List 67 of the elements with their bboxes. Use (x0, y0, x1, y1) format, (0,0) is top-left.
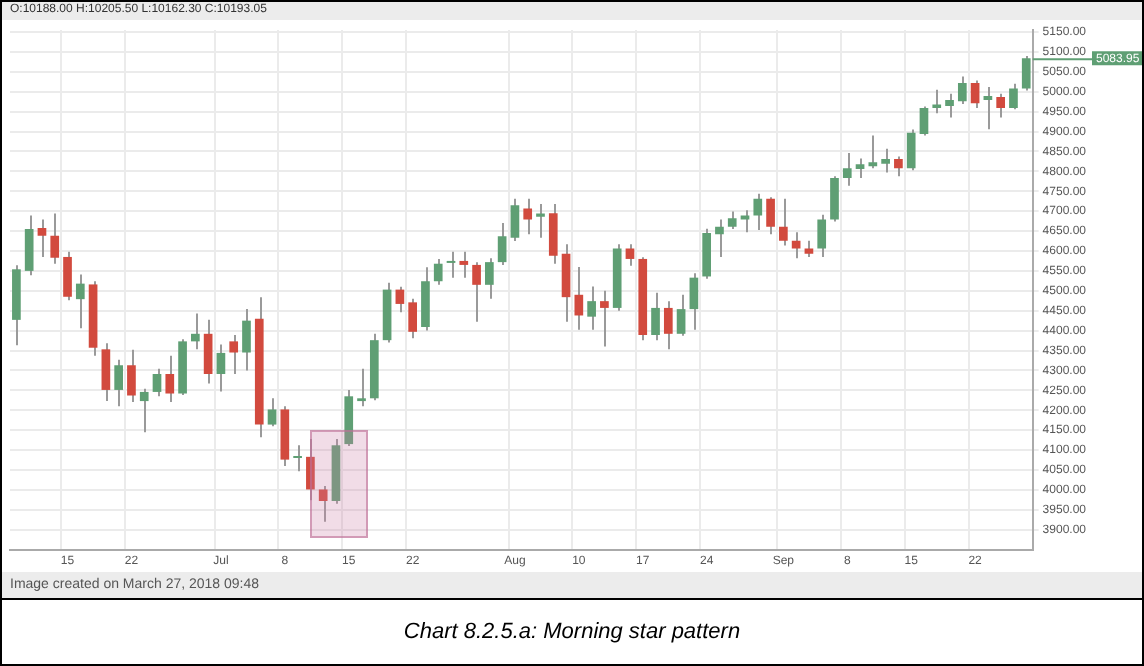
candlestick (523, 197, 533, 236)
candlestick (663, 300, 673, 351)
candlestick (203, 318, 213, 385)
candlestick (740, 209, 750, 234)
candlestick (357, 367, 366, 408)
candlestick (101, 342, 111, 403)
candlestick (50, 212, 60, 265)
candlestick (127, 348, 136, 403)
candlestick (293, 444, 302, 473)
candlestick (881, 147, 890, 174)
candlestick (75, 273, 85, 330)
candlestick (242, 308, 251, 372)
candlestick (906, 128, 916, 172)
candlestick (689, 272, 699, 331)
candlestick (344, 388, 354, 448)
candlestick (791, 231, 801, 260)
candlestick (165, 354, 175, 403)
candlestick (587, 285, 596, 331)
candlestick (548, 203, 558, 265)
candlestick (510, 197, 520, 243)
candlestick (472, 261, 481, 323)
candlestick (152, 367, 162, 398)
candlestick (676, 293, 686, 337)
candlestick (318, 484, 328, 523)
candlestick (970, 79, 980, 110)
candlestick (574, 265, 584, 331)
candlestick (267, 397, 277, 428)
candlestick (919, 105, 929, 137)
candlestick (24, 214, 34, 277)
candlestick (945, 92, 954, 119)
candlestick (139, 387, 149, 434)
candlestick (651, 291, 660, 342)
candlestick (114, 358, 123, 408)
candlestick (497, 222, 507, 266)
candlestick (600, 289, 609, 348)
candlestick (459, 250, 469, 279)
candlestick (868, 134, 878, 170)
candlestick (753, 192, 763, 231)
candlestick (996, 92, 1006, 119)
candlestick (702, 227, 712, 280)
candlestick (779, 197, 788, 247)
candlestick (408, 297, 417, 340)
candlestick (932, 88, 942, 115)
candlestick (421, 266, 430, 332)
candlestick (1009, 82, 1018, 111)
candlestick (433, 257, 443, 286)
candlestick (983, 85, 993, 131)
candlestick (855, 157, 865, 180)
candlestick (766, 196, 775, 236)
candlestick (957, 75, 967, 106)
candlestick (216, 343, 226, 393)
candlestick (37, 218, 47, 258)
candlestick (191, 312, 200, 351)
candlestick (830, 175, 839, 223)
candlestick (63, 250, 72, 302)
candlestick (395, 285, 405, 314)
text: Chart 8.2.5.a: Morning star pattern (401, 618, 743, 648)
candlestick (536, 203, 545, 239)
candlestick (306, 437, 315, 502)
candlestick (894, 155, 903, 178)
candlestick (842, 152, 852, 187)
candlestick (229, 333, 239, 376)
candlestick (561, 243, 571, 323)
candlestick (485, 257, 494, 300)
candlestick (446, 250, 456, 279)
candlestick (817, 213, 827, 258)
candlestick (715, 218, 724, 258)
